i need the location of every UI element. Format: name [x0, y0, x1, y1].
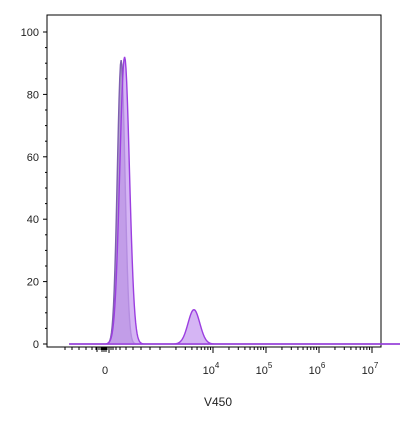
x-tick-label: 105 — [256, 361, 273, 377]
x-tick-label: 0 — [102, 365, 108, 377]
y-tick-label: 40 — [27, 214, 39, 226]
y-tick-label: 80 — [27, 89, 39, 101]
y-tick-label: 100 — [21, 27, 39, 39]
y-tick-label: 0 — [33, 339, 39, 351]
x-tick-label: 107 — [362, 361, 379, 377]
plot-frame — [46, 14, 382, 348]
x-tick-label: 106 — [309, 361, 326, 377]
y-tick-label: 20 — [27, 277, 39, 289]
x-tick-label: 104 — [203, 361, 220, 377]
histogram-series-2 — [69, 56, 400, 345]
y-tick-label: 60 — [27, 152, 39, 164]
x-axis-label: V450 — [204, 395, 232, 409]
